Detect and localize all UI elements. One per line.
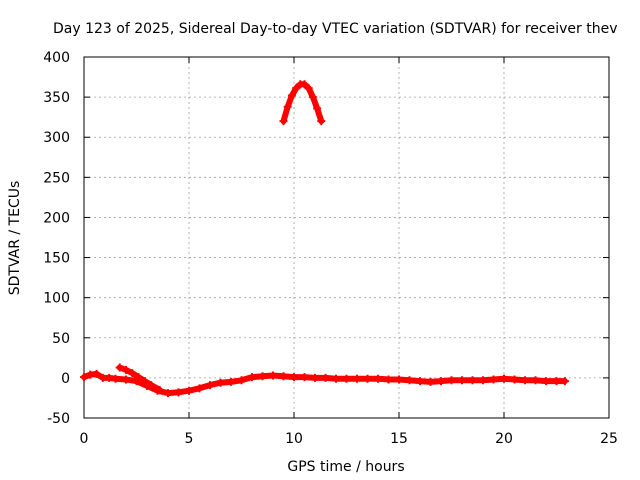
data-point [437, 377, 445, 386]
data-point [521, 376, 529, 385]
y-tick-label: 400 [43, 50, 70, 66]
data-point [292, 84, 301, 93]
data-point [552, 377, 561, 386]
data-point [290, 373, 298, 382]
data-point [164, 389, 172, 398]
data-point [140, 377, 149, 386]
data-point [500, 374, 508, 383]
data-point [321, 373, 330, 382]
y-tick-label: 150 [43, 251, 70, 267]
data-point [405, 376, 414, 385]
y-tick-label: 350 [43, 90, 70, 106]
data-point [374, 374, 382, 383]
data-point [227, 377, 235, 386]
ticks: 0 5 10 15 20 25 -50 0 50 100 150 200 250 300 350 400 [43, 50, 618, 447]
data-point [134, 373, 143, 382]
data-point [195, 384, 204, 393]
y-tick-label: 300 [43, 130, 70, 146]
data-point [300, 80, 309, 89]
data-point [287, 91, 296, 100]
x-tick-label: 25 [600, 431, 618, 447]
chart-title: Day 123 of 2025, Sidereal Day-to-day VTE… [53, 21, 617, 37]
data-point [313, 104, 322, 113]
data-point [147, 381, 156, 390]
data-point [279, 117, 288, 126]
data-point [542, 377, 550, 386]
data-point [80, 373, 88, 382]
y-axis-label: SDTVAR / TECUs [7, 181, 23, 296]
data-point [332, 374, 340, 383]
data-point [458, 376, 466, 385]
plot-frame [83, 56, 610, 419]
data-marks [80, 80, 569, 398]
x-tick-label: 15 [390, 431, 408, 447]
data-point [122, 365, 130, 374]
data-point [216, 378, 225, 387]
data-point [560, 377, 569, 386]
x-tick-label: 10 [285, 431, 303, 447]
series-spike [115, 363, 164, 394]
data-point [92, 369, 101, 378]
data-point [269, 371, 277, 380]
data-point [353, 374, 361, 383]
data-point [384, 375, 393, 384]
data-point [258, 372, 267, 381]
data-point [111, 374, 120, 383]
data-point [416, 377, 424, 386]
data-point [308, 93, 317, 102]
data-point [206, 381, 214, 390]
y-tick-label: 250 [43, 170, 70, 186]
y-tick-label: 200 [43, 210, 70, 226]
data-point [531, 376, 540, 385]
y-tick-label: 0 [61, 371, 70, 387]
data-point [311, 373, 319, 382]
x-axis-label: GPS time / hours [287, 459, 404, 475]
data-point [317, 117, 326, 126]
data-point [342, 374, 351, 383]
data-point [468, 376, 477, 385]
data-point [395, 375, 403, 384]
data-point [363, 374, 372, 383]
data-point [300, 373, 309, 382]
y-tick-label: 50 [52, 331, 70, 347]
data-point [128, 369, 137, 378]
series-line [280, 81, 325, 125]
data-point [283, 102, 292, 111]
series-arc [279, 80, 326, 126]
data-point [279, 372, 288, 381]
data-point [489, 375, 498, 384]
x-tick-label: 0 [80, 431, 89, 447]
data-point [155, 385, 164, 394]
data-point [447, 376, 456, 385]
y-tick-label: 100 [43, 291, 70, 307]
data-point [174, 388, 183, 397]
data-point [237, 376, 246, 385]
data-point [122, 375, 130, 384]
data-point [510, 375, 519, 384]
data-point [248, 373, 256, 382]
y-tick-label: -50 [47, 411, 70, 427]
x-tick-label: 5 [185, 431, 194, 447]
data-point [115, 363, 124, 372]
data-point [479, 376, 487, 385]
grid [84, 57, 609, 418]
x-tick-label: 20 [495, 431, 513, 447]
data-point [426, 377, 435, 386]
data-point [185, 386, 193, 395]
data-point [304, 84, 313, 93]
